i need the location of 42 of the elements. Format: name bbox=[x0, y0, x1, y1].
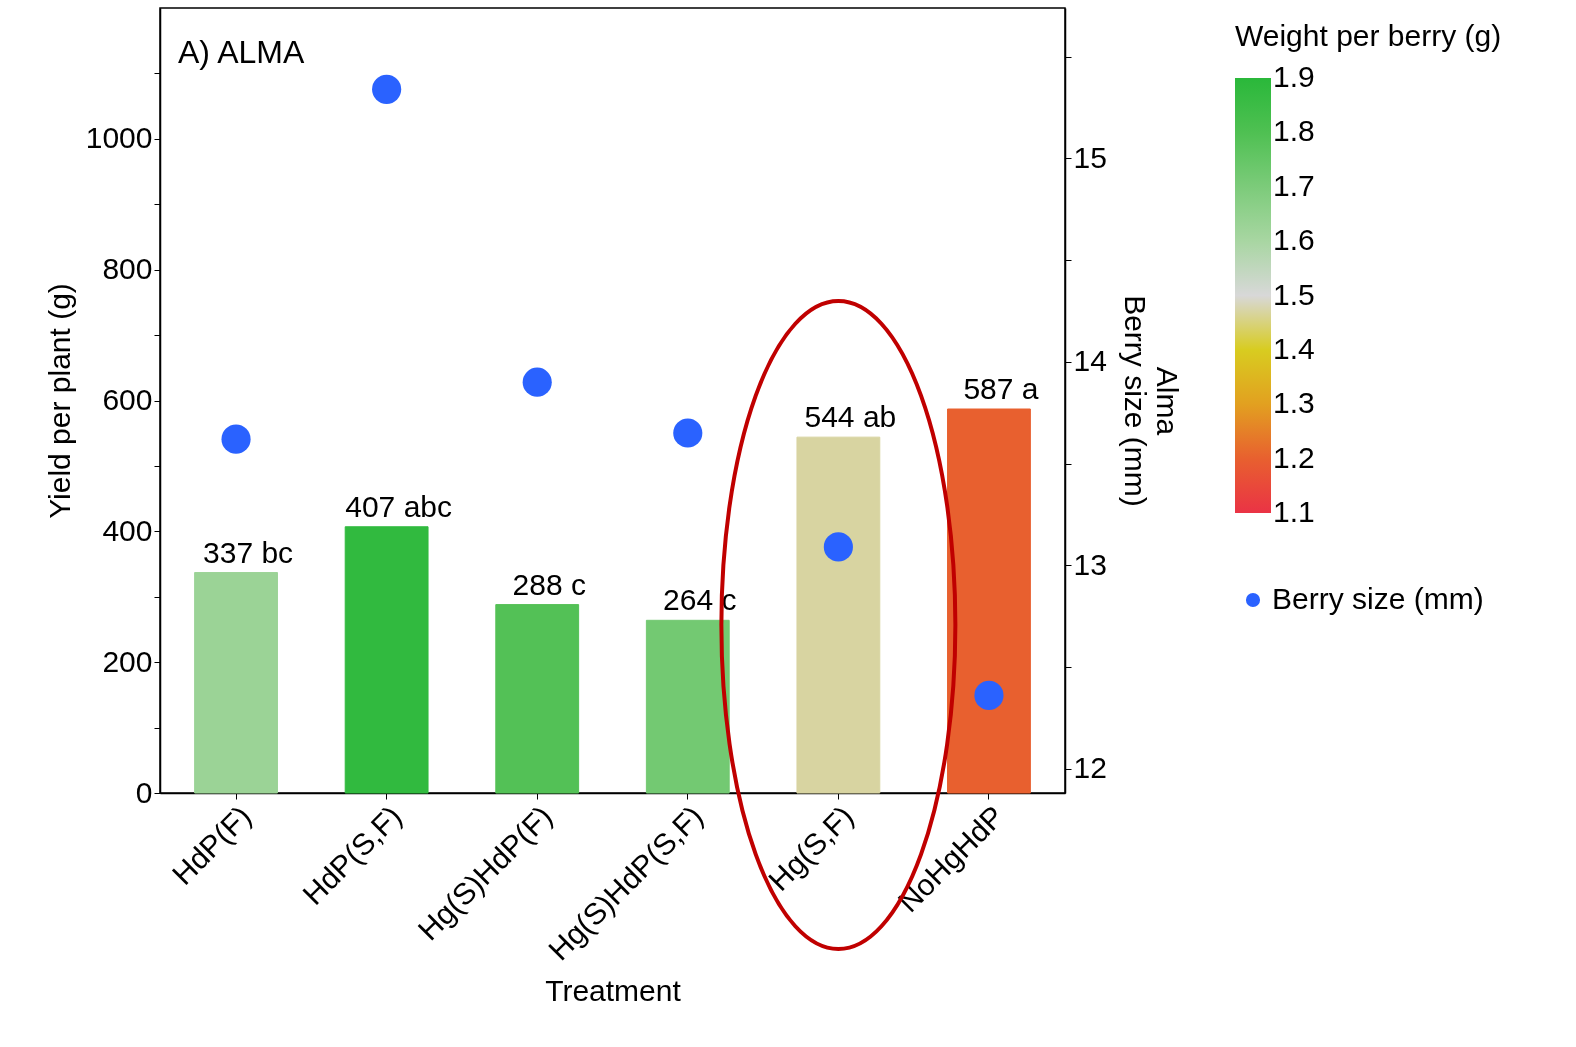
y2-tick-label: 13 bbox=[1073, 547, 1107, 581]
y-tick-label: 400 bbox=[102, 513, 153, 547]
y-tick-label: 0 bbox=[135, 775, 153, 809]
bar bbox=[495, 604, 580, 794]
data-label: 407 abc bbox=[345, 489, 453, 523]
point bbox=[372, 74, 402, 104]
point bbox=[522, 367, 552, 397]
bar bbox=[947, 408, 1031, 794]
bar bbox=[194, 572, 278, 794]
y-tick-label: 600 bbox=[102, 383, 153, 416]
point bbox=[823, 532, 853, 562]
color-bar-label: 1.7 bbox=[1273, 168, 1315, 202]
color-bar-label: 1.6 bbox=[1273, 223, 1315, 257]
bar bbox=[344, 526, 429, 794]
color-bar-label: 1.3 bbox=[1273, 386, 1315, 420]
annotation: A) ALMA bbox=[178, 34, 305, 70]
point bbox=[221, 424, 251, 454]
data-label: 337 bc bbox=[203, 535, 294, 569]
data-label: 587 a bbox=[963, 372, 1039, 405]
y-tick-label: 200 bbox=[102, 644, 153, 678]
x-axis-title: Treatment bbox=[545, 973, 682, 1007]
data-label: 288 c bbox=[512, 567, 586, 601]
color-bar-title: Weight per berry (g) bbox=[1235, 19, 1502, 52]
color-bar-label: 1.9 bbox=[1273, 60, 1315, 93]
legend-label: Berry size (mm) bbox=[1272, 582, 1484, 615]
y-tick-label: 1000 bbox=[85, 121, 153, 155]
y2-tick-label: 12 bbox=[1073, 751, 1107, 785]
data-label: 544 ab bbox=[804, 400, 897, 434]
y2-axis-title: Alma Berry size (mm) bbox=[1118, 295, 1184, 507]
color-bar-label: 1.1 bbox=[1273, 495, 1315, 528]
color-bar-label: 1.5 bbox=[1273, 277, 1315, 311]
color-bar-label: 1.2 bbox=[1273, 440, 1315, 474]
color-bar-label: 1.8 bbox=[1273, 114, 1315, 148]
y2-tick-label: 15 bbox=[1073, 140, 1107, 174]
y2-tick-label: 14 bbox=[1073, 344, 1107, 378]
bar bbox=[645, 619, 730, 794]
point bbox=[974, 680, 1004, 710]
y-tick-label: 800 bbox=[102, 252, 153, 286]
bar bbox=[796, 436, 881, 794]
color-bar-label: 1.4 bbox=[1273, 331, 1315, 365]
point bbox=[673, 418, 703, 448]
y-axis-title: Yield per plant (g) bbox=[42, 283, 76, 519]
